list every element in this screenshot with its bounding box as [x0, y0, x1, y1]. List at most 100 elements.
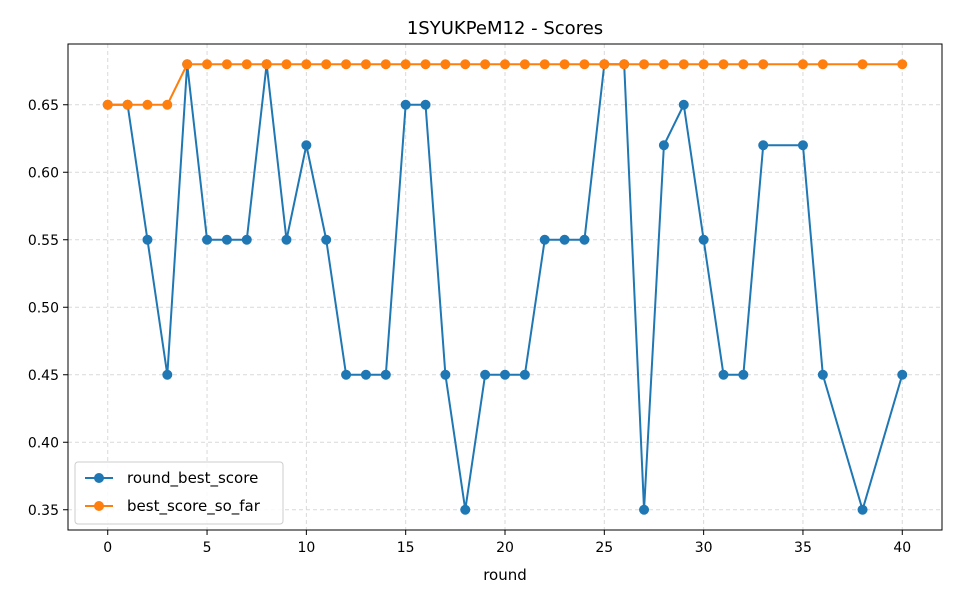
data-point-best_score_so_far	[420, 59, 431, 70]
data-point-best_score_so_far	[738, 59, 749, 70]
data-point-best_score_so_far	[579, 59, 590, 70]
legend-box	[74, 461, 284, 525]
data-point-round_best_score	[380, 369, 391, 380]
data-point-round_best_score	[758, 140, 769, 151]
data-point-round_best_score	[559, 234, 570, 245]
data-point-best_score_so_far	[440, 59, 451, 70]
y-tick-label: 0.55	[28, 233, 59, 249]
data-point-round_best_score	[639, 504, 650, 515]
data-point-best_score_so_far	[897, 59, 908, 70]
y-tick-label: 0.35	[28, 503, 59, 519]
data-point-best_score_so_far	[658, 59, 669, 70]
x-tick-label: 20	[496, 540, 514, 556]
data-point-best_score_so_far	[301, 59, 312, 70]
y-tick-label: 0.40	[28, 435, 59, 451]
x-tick-label: 35	[794, 540, 812, 556]
data-point-round_best_score	[817, 369, 828, 380]
x-tick-label: 30	[695, 540, 713, 556]
x-tick-label: 10	[297, 540, 315, 556]
data-point-round_best_score	[579, 234, 590, 245]
data-point-best_score_so_far	[817, 59, 828, 70]
data-point-best_score_so_far	[480, 59, 491, 70]
x-tick-label: 15	[397, 540, 415, 556]
x-axis-title: round	[483, 566, 527, 584]
data-point-round_best_score	[202, 234, 213, 245]
data-point-best_score_so_far	[261, 59, 272, 70]
series-layer	[102, 59, 908, 515]
data-point-round_best_score	[678, 99, 689, 110]
x-tick-label: 25	[595, 540, 613, 556]
data-point-best_score_so_far	[321, 59, 332, 70]
data-point-best_score_so_far	[718, 59, 729, 70]
data-point-round_best_score	[738, 369, 749, 380]
data-point-round_best_score	[440, 369, 451, 380]
data-point-best_score_so_far	[698, 59, 709, 70]
data-point-round_best_score	[241, 234, 252, 245]
data-point-best_score_so_far	[380, 59, 391, 70]
data-point-best_score_so_far	[519, 59, 530, 70]
x-tick-label: 0	[103, 540, 112, 556]
data-point-best_score_so_far	[400, 59, 411, 70]
data-point-round_best_score	[341, 369, 352, 380]
y-tick-label: 0.50	[28, 300, 59, 316]
data-point-round_best_score	[400, 99, 411, 110]
data-point-best_score_so_far	[360, 59, 371, 70]
data-point-best_score_so_far	[281, 59, 292, 70]
data-point-best_score_so_far	[857, 59, 868, 70]
data-point-round_best_score	[519, 369, 530, 380]
data-point-round_best_score	[420, 99, 431, 110]
legend-item-round_best_score: round_best_score	[85, 469, 258, 488]
x-tick-label: 40	[893, 540, 911, 556]
data-point-best_score_so_far	[500, 59, 510, 70]
chart-title: 1SYUKPeM12 - Scores	[407, 18, 603, 39]
legend-label: round_best_score	[127, 469, 258, 488]
data-point-round_best_score	[797, 140, 808, 151]
data-point-best_score_so_far	[102, 99, 113, 110]
legend-item-best_score_so_far: best_score_so_far	[85, 497, 261, 516]
data-point-round_best_score	[897, 369, 908, 380]
data-point-round_best_score	[162, 369, 173, 380]
data-point-round_best_score	[857, 504, 868, 515]
data-point-round_best_score	[321, 234, 332, 245]
data-point-best_score_so_far	[182, 59, 193, 70]
data-point-round_best_score	[658, 140, 669, 151]
data-point-best_score_so_far	[599, 59, 610, 70]
x-tick-label: 5	[203, 540, 212, 556]
legend: round_best_score best_score_so_far	[74, 461, 284, 525]
data-point-round_best_score	[698, 234, 709, 245]
data-point-round_best_score	[500, 369, 510, 380]
data-point-best_score_so_far	[460, 59, 471, 70]
legend-swatch-marker	[94, 501, 104, 511]
data-point-round_best_score	[480, 369, 491, 380]
data-point-round_best_score	[360, 369, 371, 380]
data-point-best_score_so_far	[639, 59, 650, 70]
data-point-round_best_score	[539, 234, 550, 245]
data-point-best_score_so_far	[559, 59, 570, 70]
data-point-best_score_so_far	[122, 99, 133, 110]
legend-label: best_score_so_far	[127, 497, 261, 516]
data-point-round_best_score	[142, 234, 153, 245]
data-point-best_score_so_far	[758, 59, 769, 70]
data-point-best_score_so_far	[619, 59, 630, 70]
data-point-round_best_score	[718, 369, 729, 380]
legend-swatch-marker	[94, 473, 104, 483]
data-point-best_score_so_far	[539, 59, 550, 70]
data-point-round_best_score	[221, 234, 232, 245]
y-tick-label: 0.60	[28, 165, 59, 181]
y-tick-label: 0.65	[28, 98, 59, 114]
axes: 0 5 10 15 20 25 30 35 40 0.35 0.40 0.45 0.50 0.55 0.60…	[28, 98, 911, 556]
data-point-best_score_so_far	[142, 99, 153, 110]
data-point-best_score_so_far	[162, 99, 173, 110]
data-point-best_score_so_far	[221, 59, 232, 70]
data-point-round_best_score	[281, 234, 292, 245]
data-point-best_score_so_far	[241, 59, 252, 70]
data-point-round_best_score	[460, 504, 471, 515]
data-point-best_score_so_far	[678, 59, 689, 70]
data-point-best_score_so_far	[202, 59, 213, 70]
data-point-round_best_score	[301, 140, 312, 151]
data-point-best_score_so_far	[797, 59, 808, 70]
data-point-best_score_so_far	[341, 59, 352, 70]
y-tick-label: 0.45	[28, 368, 59, 384]
